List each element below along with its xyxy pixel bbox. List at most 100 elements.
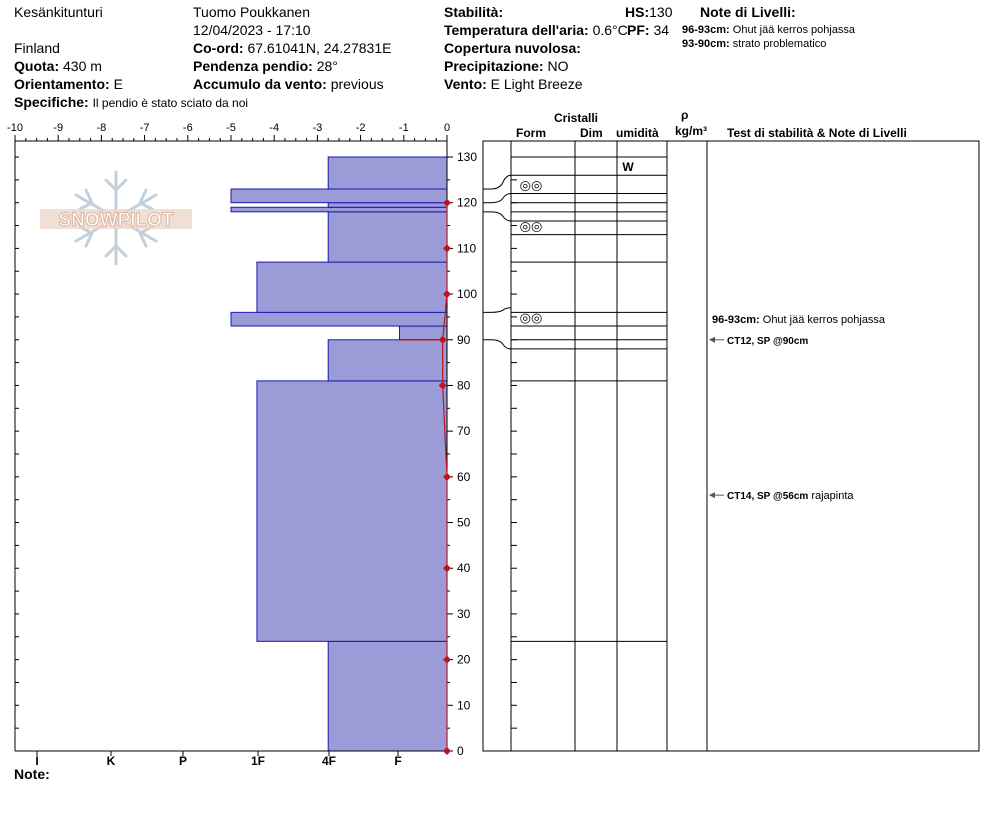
temperature-point — [443, 244, 451, 253]
depth-tick-label: 70 — [457, 424, 471, 438]
hardness-label: P — [179, 754, 187, 768]
elevation-value: 430 m — [63, 58, 102, 74]
layer-notes-title: Note di Livelli: — [700, 4, 796, 20]
hardness-label: I — [35, 754, 38, 768]
depth-tick-label: 80 — [457, 378, 471, 392]
wetness-value: W — [622, 160, 634, 174]
hardness-layer — [230, 206, 448, 213]
hardness-layer — [256, 261, 448, 313]
dim-header: Dim — [580, 126, 603, 140]
depth-tick-label: 10 — [457, 698, 471, 712]
hardness-layer — [327, 156, 448, 190]
temp-tick-label: -3 — [313, 122, 323, 134]
temperature-point — [443, 198, 451, 207]
layer-note-2-range: 93-90cm: — [682, 38, 730, 50]
air-temp-value: 0.6°C — [592, 22, 628, 38]
wind-loading: Accumulo da vento: previous — [193, 76, 384, 92]
depth-tick-label: 50 — [457, 516, 471, 530]
specifics-value: Il pendio è stato sciato da noi — [92, 96, 249, 110]
pf-label: PF: — [627, 22, 650, 38]
stability-note-text: rajapinta — [808, 490, 854, 502]
specifics: Specifiche: Il pendio è stato sciato da … — [14, 94, 248, 110]
form-header: Form — [516, 126, 546, 140]
temperature-point — [443, 564, 451, 573]
layer-connector — [483, 193, 512, 204]
stability-note-bold: CT14, SP @56cm — [727, 491, 808, 502]
hardness-label: F — [394, 754, 401, 768]
hardness-label: K — [107, 754, 116, 768]
elevation: Quota: 430 m — [14, 58, 102, 74]
note-arrow-head — [709, 492, 715, 499]
stability-note-text: Ohut jää kerros pohjassa — [760, 314, 886, 326]
temperature-point — [443, 747, 451, 755]
layer-connector — [483, 174, 512, 190]
country: Finland — [14, 40, 60, 56]
depth-tick-label: 130 — [457, 150, 477, 164]
precipitation: Precipitazione: NO — [444, 58, 568, 74]
wind-loading-value: previous — [330, 76, 384, 92]
pf-value: 34 — [653, 22, 670, 38]
air-temp-label: Temperatura dell'aria: — [444, 22, 589, 38]
layer-note-1-range: 96-93cm: — [682, 24, 730, 36]
depth-tick-label: 120 — [457, 196, 477, 210]
datetime: 12/04/2023 - 17:10 — [193, 22, 311, 38]
cloud-label: Copertura nuvolosa: — [444, 40, 581, 56]
hardness-label: 1F — [251, 754, 265, 768]
hardness-layer — [256, 380, 448, 642]
specifics-label: Specifiche: — [14, 94, 89, 110]
coord-value: 67.61041N, 24.27831E — [247, 40, 392, 56]
elevation-label: Quota: — [14, 58, 60, 74]
aspect-label: Orientamento: — [14, 76, 110, 92]
temp-tick-label: -1 — [399, 122, 409, 134]
layer-note-2-text: strato problematico — [732, 38, 827, 50]
stability-note-bold: 96-93cm: — [712, 314, 760, 326]
wind-value: E Light Breeze — [490, 76, 583, 92]
temp-tick-label: -8 — [97, 122, 107, 134]
hardness-layer — [230, 311, 448, 327]
tests-header: Test di stabilità & Note di Livelli — [727, 126, 907, 140]
depth-tick-label: 20 — [457, 653, 471, 667]
logo-text: SNOWPILOT — [58, 210, 173, 231]
depth-tick-label: 40 — [457, 561, 471, 575]
depth-tick-label: 110 — [457, 241, 476, 255]
temperature-point — [443, 655, 451, 664]
layer-note-1-text: Ohut jää kerros pohjassa — [732, 24, 856, 36]
hs-label: HS: — [625, 4, 650, 20]
depth-tick-label: 0 — [457, 744, 464, 758]
umidita-header: umidità — [616, 126, 659, 140]
grain-form-symbol: ◎◎ — [520, 310, 543, 325]
hardness-layer — [327, 202, 448, 208]
grain-form-symbol: ◎◎ — [520, 177, 543, 192]
snowpilot-logo: SNOWPILOT — [40, 170, 192, 266]
air-temp: Temperatura dell'aria: 0.6°C — [444, 22, 628, 38]
slope-label: Pendenza pendio: — [193, 58, 313, 74]
coord-label: Co-ord: — [193, 40, 244, 56]
grain-form-symbol: ◎◎ — [520, 219, 543, 234]
stability-note: 96-93cm: Ohut jää kerros pohjassa — [712, 314, 886, 326]
hs-value: 130 — [649, 4, 673, 20]
rho-unit-header: kg/m³ — [675, 124, 708, 138]
note-arrow-head — [709, 336, 715, 343]
depth-tick-label: 90 — [457, 333, 471, 347]
aspect: Orientamento: E — [14, 76, 123, 92]
temperature-point — [438, 381, 447, 390]
rho-header: ρ — [681, 108, 689, 122]
pf: PF: 34 — [627, 22, 669, 38]
precip-value: NO — [547, 58, 569, 74]
location: Kesänkitunturi — [14, 4, 103, 20]
precip-label: Precipitazione: — [444, 58, 544, 74]
note-label: Note: — [14, 766, 50, 782]
temp-tick-label: 0 — [444, 122, 450, 134]
hardness-label: 4F — [322, 754, 336, 768]
coordinates: Co-ord: 67.61041N, 24.27831E — [193, 40, 391, 56]
hs: HS:130 — [625, 4, 672, 20]
layer-connector — [483, 211, 512, 222]
slope-value: 28° — [316, 58, 338, 74]
temp-tick-label: -9 — [53, 122, 63, 134]
stability-note: CT14, SP @56cm rajapinta — [727, 490, 854, 502]
hardness-layer — [327, 211, 448, 263]
temperature-point — [443, 290, 451, 299]
hardness-layer — [327, 640, 448, 752]
observer: Tuomo Poukkanen — [193, 4, 310, 20]
